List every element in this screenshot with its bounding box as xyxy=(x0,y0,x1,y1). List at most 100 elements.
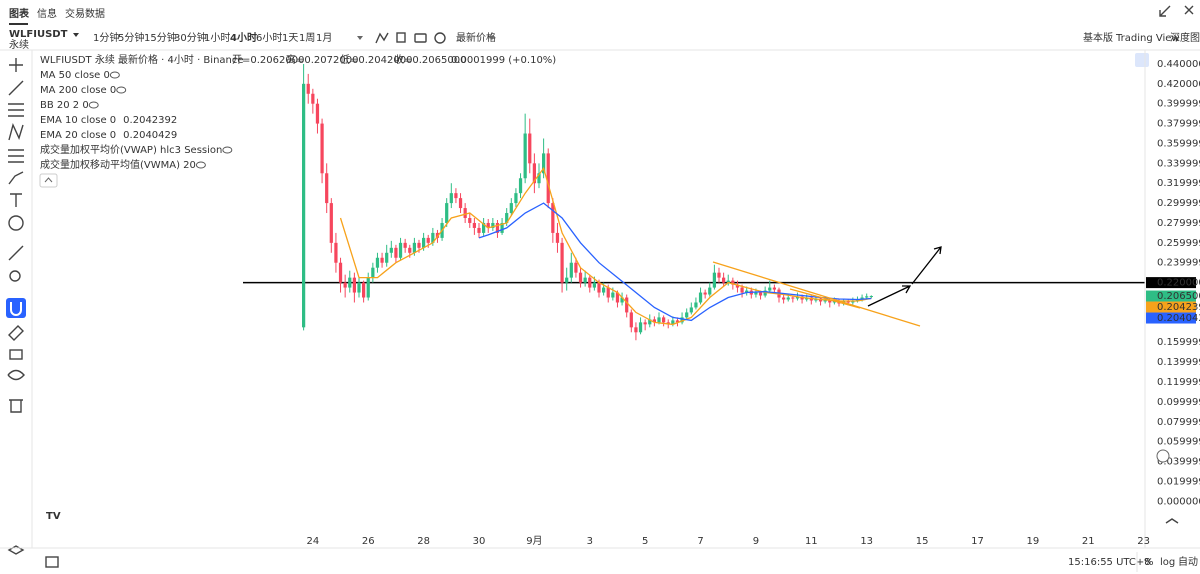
candle-body xyxy=(795,296,800,299)
scale-option[interactable]: 自动 xyxy=(1178,555,1198,568)
interval[interactable]: 1周 xyxy=(299,32,315,44)
drawing-toolbar xyxy=(6,58,26,555)
candle-body xyxy=(611,292,615,298)
interval[interactable]: 1天 xyxy=(282,33,298,44)
interval[interactable]: 5分钟 xyxy=(118,31,144,44)
symbol[interactable]: WLFIUSDT xyxy=(9,29,68,40)
candle-body xyxy=(689,307,693,313)
settings-button[interactable] xyxy=(1135,53,1149,67)
delete-tool[interactable] xyxy=(9,399,23,413)
trend-line xyxy=(712,261,921,327)
candle-body xyxy=(620,297,624,303)
interval[interactable]: 4小时 xyxy=(230,31,257,44)
x-tick-label: 26 xyxy=(362,536,375,547)
trendline-tool[interactable] xyxy=(8,80,24,96)
candle-body xyxy=(758,292,763,296)
x-tick-label: 19 xyxy=(1026,536,1039,547)
candle-body xyxy=(569,262,573,278)
view-option[interactable]: 深度图 xyxy=(1170,31,1200,44)
emoji-tool[interactable] xyxy=(8,215,24,231)
interval[interactable]: 1月 xyxy=(316,32,332,44)
date-range-icon[interactable] xyxy=(45,556,59,568)
ohlc-value: 高=0.2072000 xyxy=(286,53,358,66)
add-icon[interactable] xyxy=(434,32,446,44)
time-axis: 24 26 28 30 9月 3 5 7 9 11 13 15 17 19 21 23 xyxy=(306,535,1150,547)
more-caret[interactable] xyxy=(357,36,363,40)
interval[interactable]: 1分钟 xyxy=(93,31,119,44)
candle-body xyxy=(518,178,523,194)
visibility-tool[interactable] xyxy=(7,369,25,381)
candle-body xyxy=(385,252,389,263)
scale-option[interactable]: log xyxy=(1160,557,1175,568)
candle-body xyxy=(740,287,744,293)
visibility-icon[interactable] xyxy=(195,161,206,169)
visibility-icon[interactable] xyxy=(109,71,120,79)
candle-body xyxy=(551,203,555,233)
view-option[interactable]: 基本版 xyxy=(1083,31,1113,44)
zoom-tool[interactable] xyxy=(9,270,21,282)
lock-draw-tool[interactable] xyxy=(8,325,24,341)
camera-icon[interactable] xyxy=(414,33,427,43)
candle-body xyxy=(754,292,758,295)
candle-body xyxy=(629,312,633,328)
scroll-up-icon[interactable] xyxy=(1165,518,1179,524)
interval[interactable]: 6小时 xyxy=(256,32,282,44)
visibility-icon[interactable] xyxy=(222,146,233,154)
interval[interactable]: 1小时 xyxy=(204,32,230,44)
layers-icon[interactable] xyxy=(7,545,25,555)
view-option[interactable]: Trading View xyxy=(1115,33,1180,44)
candle-body xyxy=(602,287,606,293)
scale-option[interactable]: % xyxy=(1144,557,1154,568)
candle-body xyxy=(343,282,347,288)
candle-body xyxy=(509,203,513,214)
trend-line xyxy=(789,288,861,309)
candle-body xyxy=(325,173,329,204)
template-icon[interactable] xyxy=(396,32,406,43)
candle-body xyxy=(528,133,532,164)
candle-body xyxy=(768,287,772,291)
candle-body xyxy=(726,280,730,283)
price-type[interactable]: 最新价格 xyxy=(456,31,496,44)
crosshair-tool[interactable] xyxy=(9,58,23,72)
collapse-legend[interactable] xyxy=(39,173,58,188)
candle-body xyxy=(652,319,656,323)
x-tick-label: 11 xyxy=(805,536,818,547)
indicator-line xyxy=(478,202,872,322)
lock-tool[interactable] xyxy=(9,349,23,360)
visibility-icon[interactable] xyxy=(88,101,99,109)
axis-settings-icon[interactable] xyxy=(1156,449,1170,463)
clock: 15:16:55 UTC+8 xyxy=(1068,557,1151,568)
collapse-icon[interactable] xyxy=(1159,5,1171,17)
symbol-caret[interactable] xyxy=(73,33,79,37)
tab[interactable]: 交易数据 xyxy=(65,7,105,20)
ruler-tool[interactable] xyxy=(8,245,24,261)
candle-body xyxy=(583,277,587,283)
candle-body xyxy=(431,232,435,243)
y-tick-label: 0.1599999 xyxy=(1157,337,1200,348)
tab[interactable]: 图表 xyxy=(9,7,30,20)
candle-body xyxy=(329,203,333,243)
candle-body xyxy=(648,319,652,325)
expand-icon[interactable] xyxy=(1184,5,1194,15)
x-tick-label: 9 xyxy=(753,536,759,547)
candle-body xyxy=(606,287,610,298)
interval[interactable]: 15分钟 xyxy=(144,31,177,44)
fib-tool[interactable] xyxy=(8,103,24,117)
arrow xyxy=(911,246,942,285)
brush-tool[interactable] xyxy=(8,171,24,185)
interval[interactable]: 30分钟 xyxy=(174,31,207,44)
candle-body xyxy=(731,280,735,285)
tab[interactable]: 信息 xyxy=(37,7,57,20)
change: 0.0001999 (+0.10%) xyxy=(451,55,556,66)
forecast-tool[interactable] xyxy=(8,149,24,163)
candle-body xyxy=(675,320,680,323)
indicator-icon[interactable] xyxy=(375,32,389,44)
visibility-icon[interactable] xyxy=(116,86,127,94)
candle-body xyxy=(463,208,467,219)
pattern-tool[interactable] xyxy=(8,122,24,141)
price-type-caret[interactable] xyxy=(489,36,495,40)
indicator-name: BB 20 2 0 xyxy=(40,100,89,111)
text-tool[interactable] xyxy=(10,193,22,207)
